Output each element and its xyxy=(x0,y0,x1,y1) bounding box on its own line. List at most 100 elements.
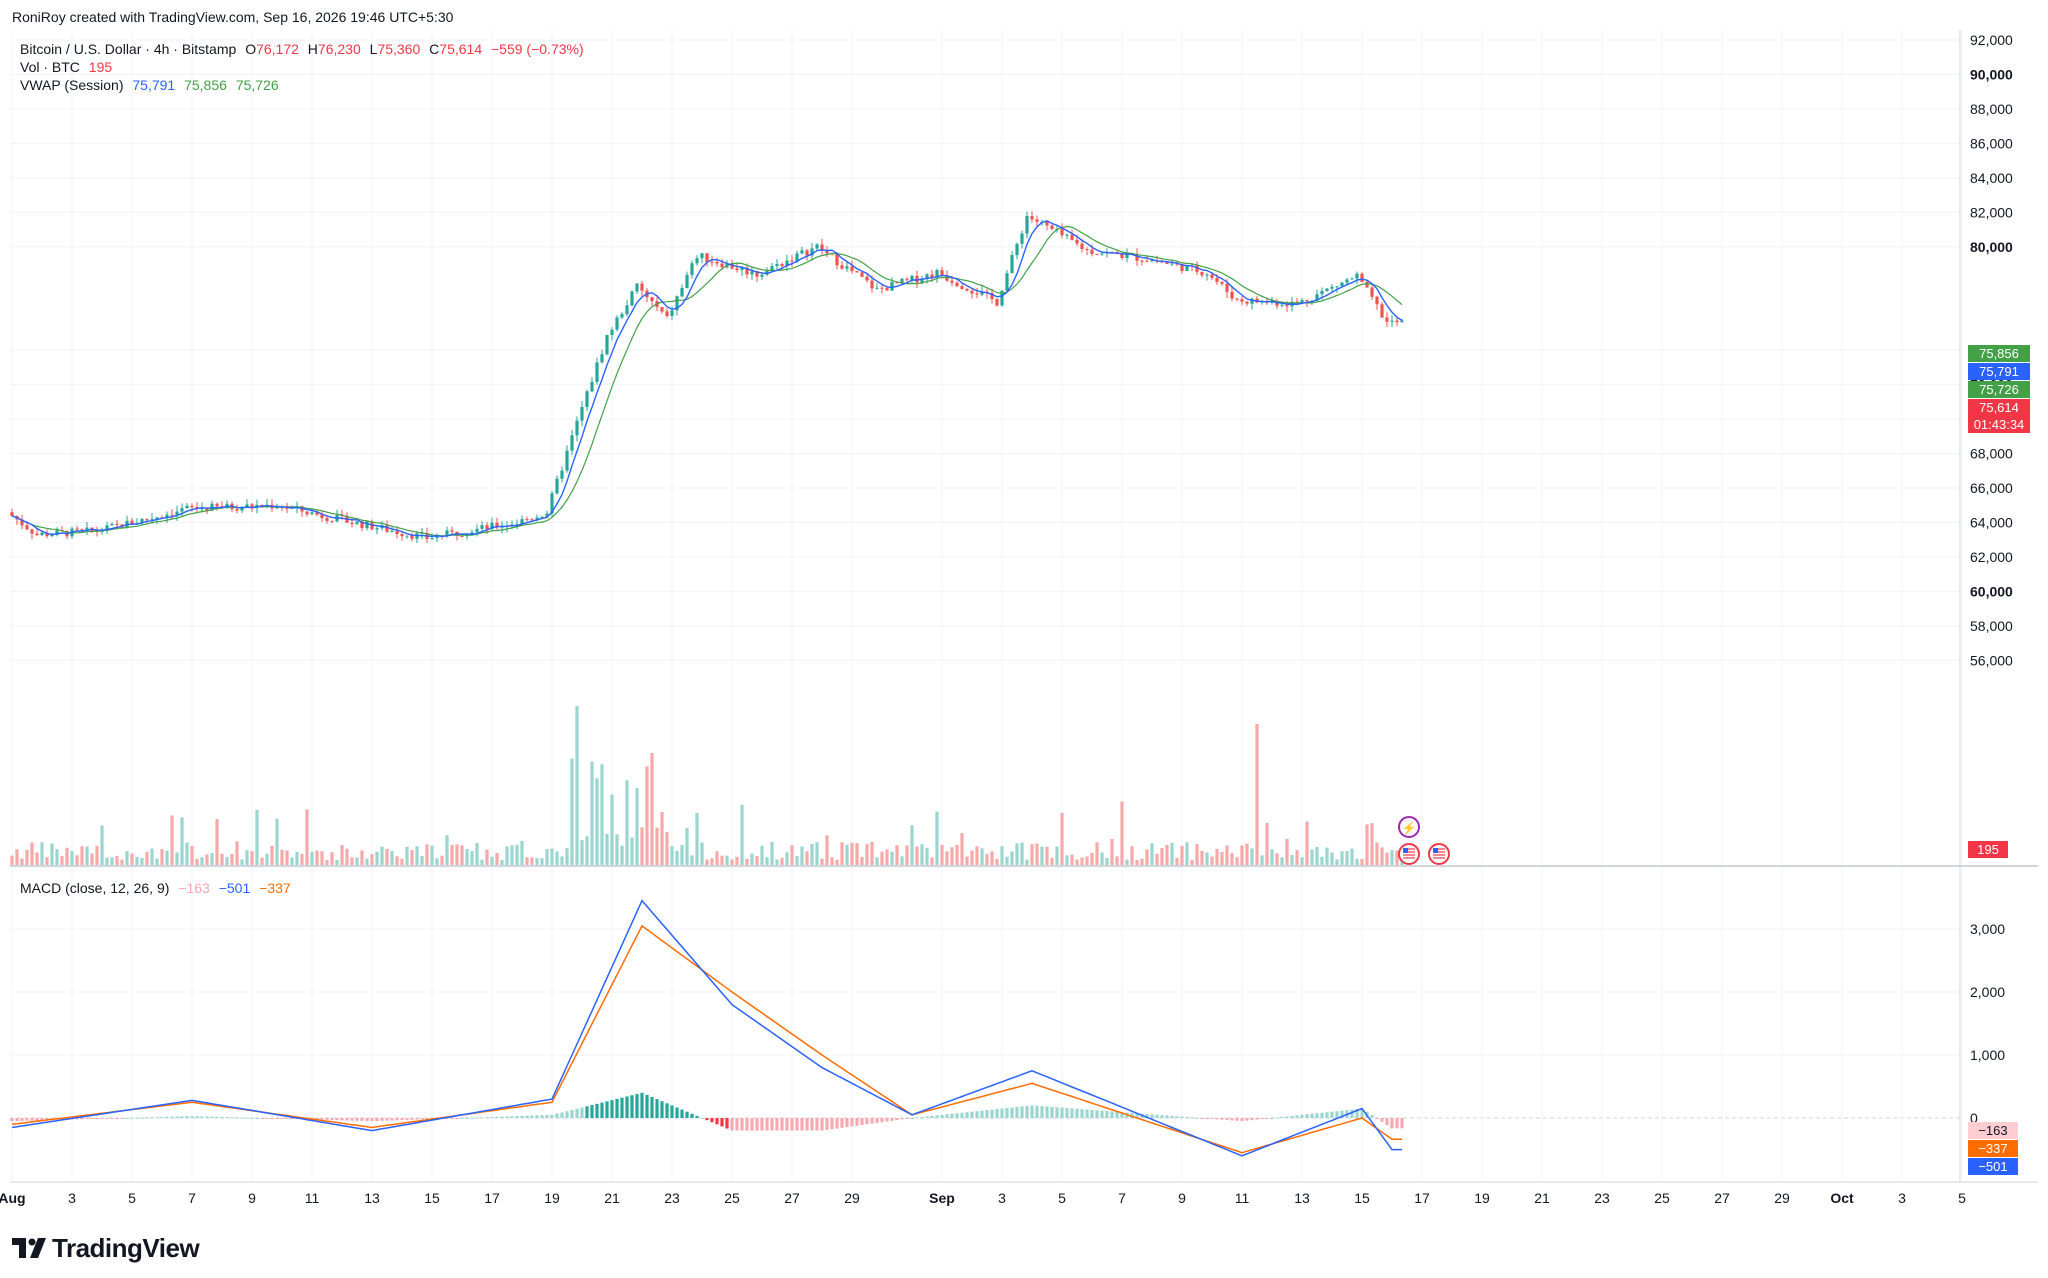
volume-bar xyxy=(620,845,624,866)
candle-body xyxy=(1175,263,1179,265)
volume-bar xyxy=(1275,853,1279,866)
candle-body xyxy=(1275,301,1279,306)
volume-bar xyxy=(310,851,314,866)
macd-histogram-bar xyxy=(770,1118,774,1131)
candle-body xyxy=(115,523,119,525)
macd-histogram-bar xyxy=(520,1115,524,1118)
macd-histogram-bar xyxy=(515,1116,519,1118)
macd-histogram-bar xyxy=(940,1114,944,1118)
symbol-name: Bitcoin / U.S. Dollar · 4h · Bitstamp xyxy=(20,41,237,57)
volume-bar xyxy=(265,853,269,866)
macd-histogram-bar xyxy=(1190,1117,1194,1119)
macd-histogram-bar xyxy=(680,1109,684,1118)
macd-histogram-bar xyxy=(1310,1113,1314,1118)
volume-bar xyxy=(20,858,24,866)
macd-histogram-bar xyxy=(1020,1106,1024,1118)
macd-histogram-bar xyxy=(225,1117,229,1119)
volume-bar xyxy=(1095,842,1099,866)
candle-body xyxy=(770,266,774,271)
volume-bar xyxy=(30,842,34,866)
candle-body xyxy=(1230,291,1234,299)
candle-body xyxy=(30,529,34,534)
volume-bar xyxy=(565,848,569,866)
price-tick-label: 64,000 xyxy=(1970,514,2013,530)
macd-histogram-bar xyxy=(1100,1110,1104,1118)
volume-bar xyxy=(890,851,894,866)
volume-bar xyxy=(1090,853,1094,866)
macd-histogram-bar xyxy=(635,1094,639,1118)
volume-bar xyxy=(680,844,684,866)
volume-bar xyxy=(1105,857,1109,866)
time-tick-label: 3 xyxy=(998,1190,1006,1206)
macd-histogram-bar xyxy=(765,1118,769,1131)
volume-bar xyxy=(115,855,119,866)
candle-body xyxy=(35,533,39,536)
volume-bar xyxy=(870,841,874,866)
volume-bars xyxy=(10,706,1404,866)
candle-body xyxy=(1140,260,1144,262)
volume-bar xyxy=(735,856,739,866)
macd-histogram-bar xyxy=(685,1111,689,1118)
macd-histogram-bar xyxy=(1270,1118,1274,1119)
macd-histogram-bar xyxy=(590,1105,594,1118)
us-flag-event-icon[interactable] xyxy=(1398,843,1420,865)
volume-bar xyxy=(130,853,134,866)
volume-bar xyxy=(245,850,249,866)
macd-histogram-bar xyxy=(115,1118,119,1119)
candle-body xyxy=(665,311,669,317)
candle-body xyxy=(1135,253,1139,261)
volume-bar xyxy=(120,859,124,866)
volume-bar xyxy=(95,845,99,866)
volume-bar xyxy=(175,852,179,866)
macd-histogram-bar xyxy=(450,1118,454,1119)
volume-bar xyxy=(1050,857,1054,866)
volume-bar xyxy=(70,851,74,866)
volume-bar xyxy=(1390,850,1394,866)
price-tick-label: 88,000 xyxy=(1970,101,2013,117)
macd-histogram-bar xyxy=(1155,1114,1159,1118)
macd-histogram-bar xyxy=(1370,1115,1374,1118)
candle-body xyxy=(50,534,54,537)
macd-histogram-bar xyxy=(120,1118,124,1119)
macd-histogram-bar xyxy=(245,1117,249,1119)
volume-bar xyxy=(300,853,304,866)
candle-body xyxy=(915,275,919,283)
price-tick-label: 84,000 xyxy=(1970,170,2013,186)
us-flag-event-icon[interactable] xyxy=(1428,843,1450,865)
volume-bar xyxy=(1310,849,1314,866)
macd-histogram-bar xyxy=(570,1109,574,1118)
volume-bar xyxy=(785,852,789,866)
candle-body xyxy=(1330,286,1334,289)
candle-body xyxy=(600,354,604,363)
candle-body xyxy=(905,278,909,280)
volume-bar xyxy=(45,857,49,866)
volume-bar xyxy=(1395,850,1399,866)
volume-bar xyxy=(330,852,334,866)
time-tick-label: Oct xyxy=(1830,1190,1854,1206)
macd-histogram-bar xyxy=(1395,1118,1399,1129)
macd-histogram-bar xyxy=(1045,1106,1049,1118)
macd-histogram-bar xyxy=(100,1118,104,1119)
volume-bar xyxy=(525,857,529,866)
macd-histogram-bar xyxy=(1055,1107,1059,1118)
macd-legend: MACD (close, 12, 26, 9) −163 −501 −337 xyxy=(20,880,296,896)
macd-histogram-bar xyxy=(365,1118,369,1122)
candle-body xyxy=(1245,301,1249,304)
volume-bar xyxy=(810,843,814,866)
volume-bar xyxy=(320,851,324,866)
macd-histogram-bar xyxy=(625,1096,629,1118)
volume-bar xyxy=(160,849,164,866)
volume-bar xyxy=(510,845,514,866)
macd-histogram-bar xyxy=(870,1118,874,1124)
candle-body xyxy=(165,514,169,518)
lightning-event-icon[interactable] xyxy=(1398,816,1420,838)
macd-histogram-bar xyxy=(370,1118,374,1122)
macd-histogram-bar xyxy=(475,1117,479,1119)
volume-bar xyxy=(1025,859,1029,866)
macd-tick-label: 2,000 xyxy=(1970,984,2005,1000)
event-markers[interactable]: ⚡ xyxy=(1398,816,1450,865)
candle-body xyxy=(1240,299,1244,302)
candle-body xyxy=(285,507,289,509)
macd-histogram-bar xyxy=(270,1118,274,1119)
